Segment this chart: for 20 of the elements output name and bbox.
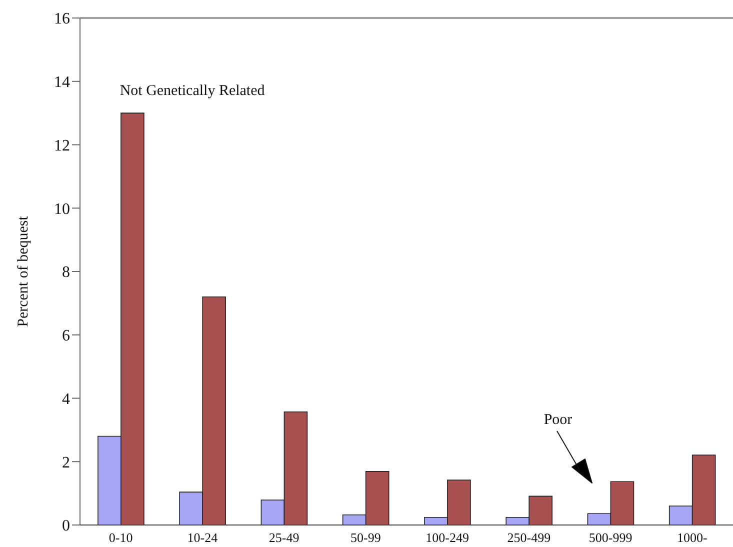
- y-tick-label: 2: [62, 454, 70, 472]
- y-tick-label: 14: [54, 74, 70, 92]
- y-tick-label: 0: [62, 518, 70, 535]
- x-tick-label: 10-24: [187, 530, 218, 546]
- x-tick-label: 0-10: [108, 530, 133, 546]
- y-tick-label: 6: [62, 328, 70, 345]
- x-tick-label: 25-49: [268, 530, 300, 546]
- x-tick-label: 250-499: [507, 530, 551, 546]
- y-tick-label: 4: [62, 390, 70, 408]
- x-tick-label: 500-999: [588, 530, 632, 546]
- y-tick-label: 16: [54, 10, 70, 28]
- annotation: Not Genetically Related: [120, 83, 266, 100]
- annotation: Poor: [542, 412, 574, 429]
- x-tick-label: 50-99: [350, 530, 381, 546]
- y-tick-label: 8: [62, 264, 70, 282]
- y-tick-label: 12: [54, 137, 70, 154]
- y-tick-label: 10: [54, 200, 70, 218]
- y-axis-title: Percent of bequest: [15, 215, 32, 327]
- x-tick-label: 1000-: [677, 530, 708, 546]
- x-tick-label: 100-249: [426, 530, 469, 546]
